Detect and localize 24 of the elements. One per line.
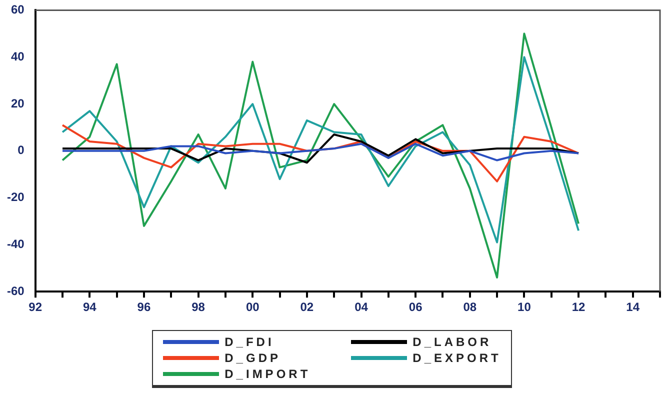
x-tick-label: 04 [354,300,368,314]
y-tick-label: 60 [10,2,25,17]
x-tick-label: 92 [28,300,42,314]
y-tick-label: 0 [18,143,25,158]
x-tick-label: 02 [300,300,314,314]
x-tick-label: 10 [518,300,532,314]
y-tick-label: 40 [10,49,25,64]
x-tick-label: 00 [246,300,260,314]
legend-label: D_FDI [224,335,274,349]
y-tick-label: -60 [7,284,25,298]
x-tick-label: 14 [626,300,640,314]
x-tick-label: 12 [572,300,586,314]
x-tick-label: 08 [463,300,477,314]
x-tick-label: 98 [192,300,206,314]
x-tick-label: 06 [408,300,423,314]
y-tick-label: -40 [7,237,25,252]
y-tick-label: 20 [10,96,25,110]
x-tick-label: 94 [82,300,97,314]
y-tick-label: -20 [7,190,25,204]
legend-label: D_GDP [224,351,281,365]
legend-label: D_EXPORT [412,351,502,365]
legend-label: D_LABOR [412,335,492,349]
legend-label: D_IMPORT [224,367,311,381]
x-tick-label: 96 [137,300,151,314]
